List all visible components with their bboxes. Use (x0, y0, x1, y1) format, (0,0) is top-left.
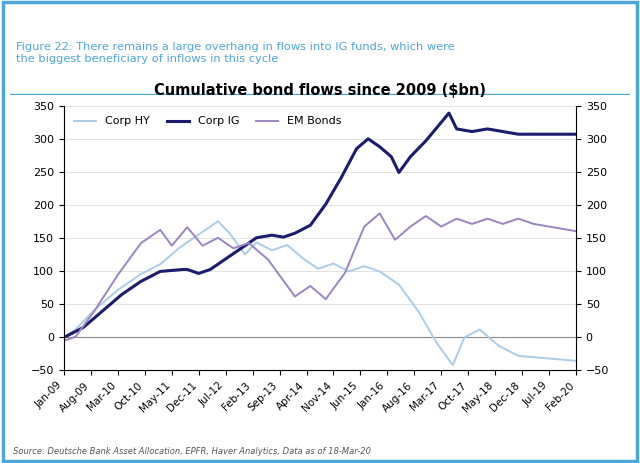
Corp IG (445, 110, 453, 116)
Line: EM Bonds: EM Bonds (64, 213, 576, 341)
EM Bonds (572, 228, 580, 234)
Corp IG (572, 131, 580, 137)
EM Bonds (376, 211, 383, 216)
Line: Corp HY: Corp HY (64, 221, 576, 365)
Legend: Corp HY, Corp IG, EM Bonds: Corp HY, Corp IG, EM Bonds (70, 112, 346, 131)
EM Bonds (545, 224, 553, 229)
EM Bonds (541, 223, 549, 229)
Corp HY (572, 358, 580, 363)
Text: Figure 22: There remains a large overhang in flows into IG funds, which were
the: Figure 22: There remains a large overhan… (16, 43, 454, 64)
Corp IG (87, 318, 95, 324)
Corp HY (549, 356, 557, 362)
EM Bonds (87, 313, 95, 319)
Corp HY (260, 244, 268, 249)
Corp HY (187, 237, 195, 243)
Corp IG (60, 335, 68, 340)
Text: Source: Deutsche Bank Asset Allocation, EPFR, Haver Analytics, Data as of 18-Mar: Source: Deutsche Bank Asset Allocation, … (13, 447, 371, 456)
Corp HY (60, 335, 68, 340)
Corp IG (187, 268, 195, 274)
Corp HY (449, 363, 457, 368)
Corp HY (87, 311, 95, 316)
Corp IG (541, 131, 549, 137)
Corp HY (545, 356, 553, 361)
EM Bonds (187, 229, 195, 235)
Title: Cumulative bond flows since 2009 ($bn): Cumulative bond flows since 2009 ($bn) (154, 83, 486, 98)
Corp HY (172, 248, 179, 254)
Corp HY (214, 219, 222, 224)
Corp IG (172, 267, 179, 273)
EM Bonds (172, 238, 179, 244)
EM Bonds (60, 338, 68, 344)
Corp IG (257, 234, 264, 240)
Line: Corp IG: Corp IG (64, 113, 576, 338)
Corp IG (545, 131, 553, 137)
EM Bonds (257, 250, 264, 256)
